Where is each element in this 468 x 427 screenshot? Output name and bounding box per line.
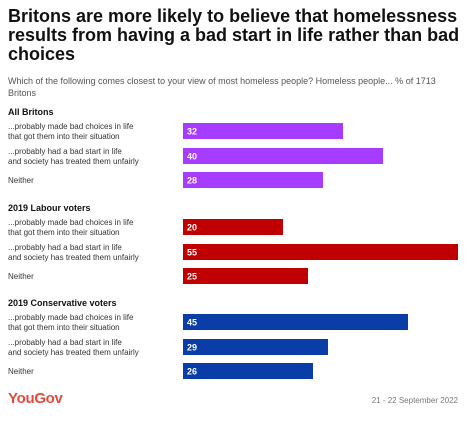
bar (183, 363, 313, 379)
category-label: ...probably had a bad start in life and s… (8, 338, 139, 357)
data-label: 20 (187, 223, 197, 233)
data-label: 55 (187, 248, 197, 258)
data-label: 29 (187, 343, 197, 353)
bar (183, 244, 458, 260)
category-label: ...probably had a bad start in life and s… (8, 147, 139, 166)
bar (183, 268, 308, 284)
category-label: ...probably made bad choices in life that… (8, 313, 134, 332)
bar (183, 148, 383, 164)
bar (183, 172, 323, 188)
group-heading: All Britons (8, 107, 54, 117)
category-label: ...probably made bad choices in life that… (8, 122, 134, 141)
chart-title: Britons are more likely to believe that … (8, 6, 460, 64)
group-heading: 2019 Conservative voters (8, 298, 117, 308)
group-heading: 2019 Labour voters (8, 203, 91, 213)
chart-subtitle: Which of the following comes closest to … (8, 76, 436, 98)
category-label: ...probably made bad choices in life that… (8, 218, 134, 237)
bar (183, 339, 328, 355)
category-label: Neither (8, 272, 34, 281)
category-label: ...probably had a bad start in life and s… (8, 243, 139, 262)
survey-date: 21 - 22 September 2022 (371, 396, 458, 405)
category-label: Neither (8, 176, 34, 185)
yougov-logo: YouGov (8, 390, 63, 407)
bar (183, 123, 343, 139)
data-label: 26 (187, 367, 197, 377)
data-label: 40 (187, 152, 197, 162)
bar (183, 219, 283, 235)
category-label: Neither (8, 367, 34, 376)
data-label: 25 (187, 272, 197, 282)
data-label: 32 (187, 127, 197, 137)
data-label: 45 (187, 318, 197, 328)
data-label: 28 (187, 176, 197, 186)
bar (183, 314, 408, 330)
